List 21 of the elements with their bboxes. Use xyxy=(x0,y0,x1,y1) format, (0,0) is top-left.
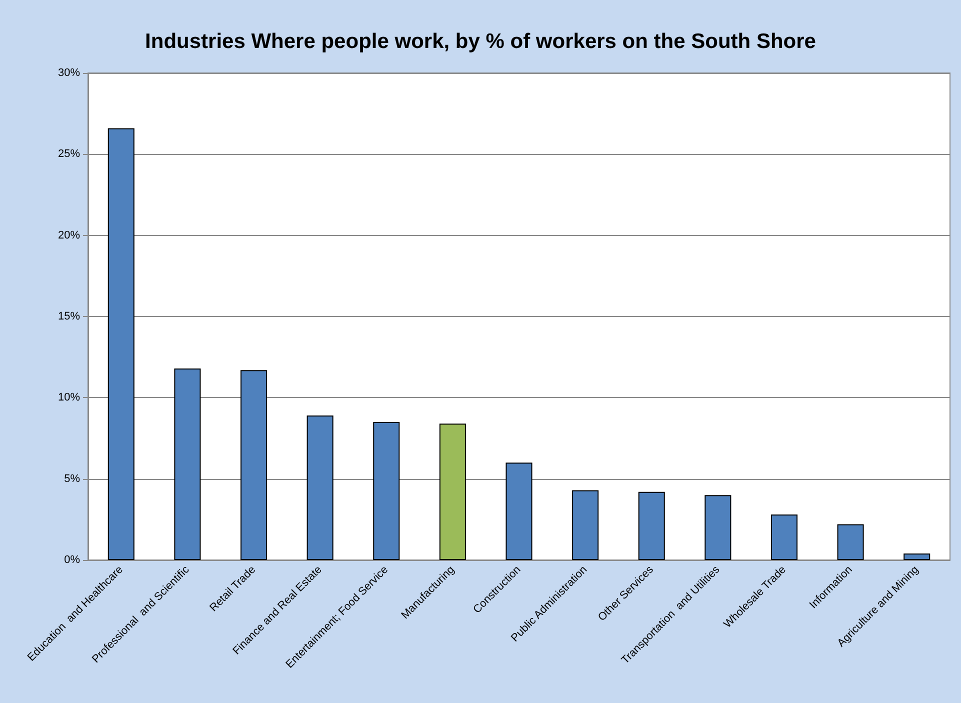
bar xyxy=(439,424,466,560)
y-tick-label: 30% xyxy=(58,67,80,79)
bar xyxy=(904,554,930,560)
bar xyxy=(704,495,732,560)
y-tick-label: 5% xyxy=(64,472,80,485)
bar xyxy=(572,490,599,560)
bar xyxy=(306,416,334,560)
y-tick-label: 10% xyxy=(58,392,80,404)
bar xyxy=(240,370,268,560)
bar xyxy=(174,368,201,560)
bar xyxy=(638,492,665,560)
bar xyxy=(506,462,532,560)
y-tick-label: 20% xyxy=(58,229,80,242)
y-tick-label: 25% xyxy=(58,148,80,160)
bar xyxy=(770,514,798,560)
bar xyxy=(837,524,864,560)
y-tick-label: 0% xyxy=(64,554,80,566)
chart-title: Industries Where people work, by % of workers on the South Shore xyxy=(145,30,816,53)
y-tick-label: 15% xyxy=(58,310,80,322)
bar xyxy=(373,422,400,560)
bar xyxy=(108,128,134,560)
